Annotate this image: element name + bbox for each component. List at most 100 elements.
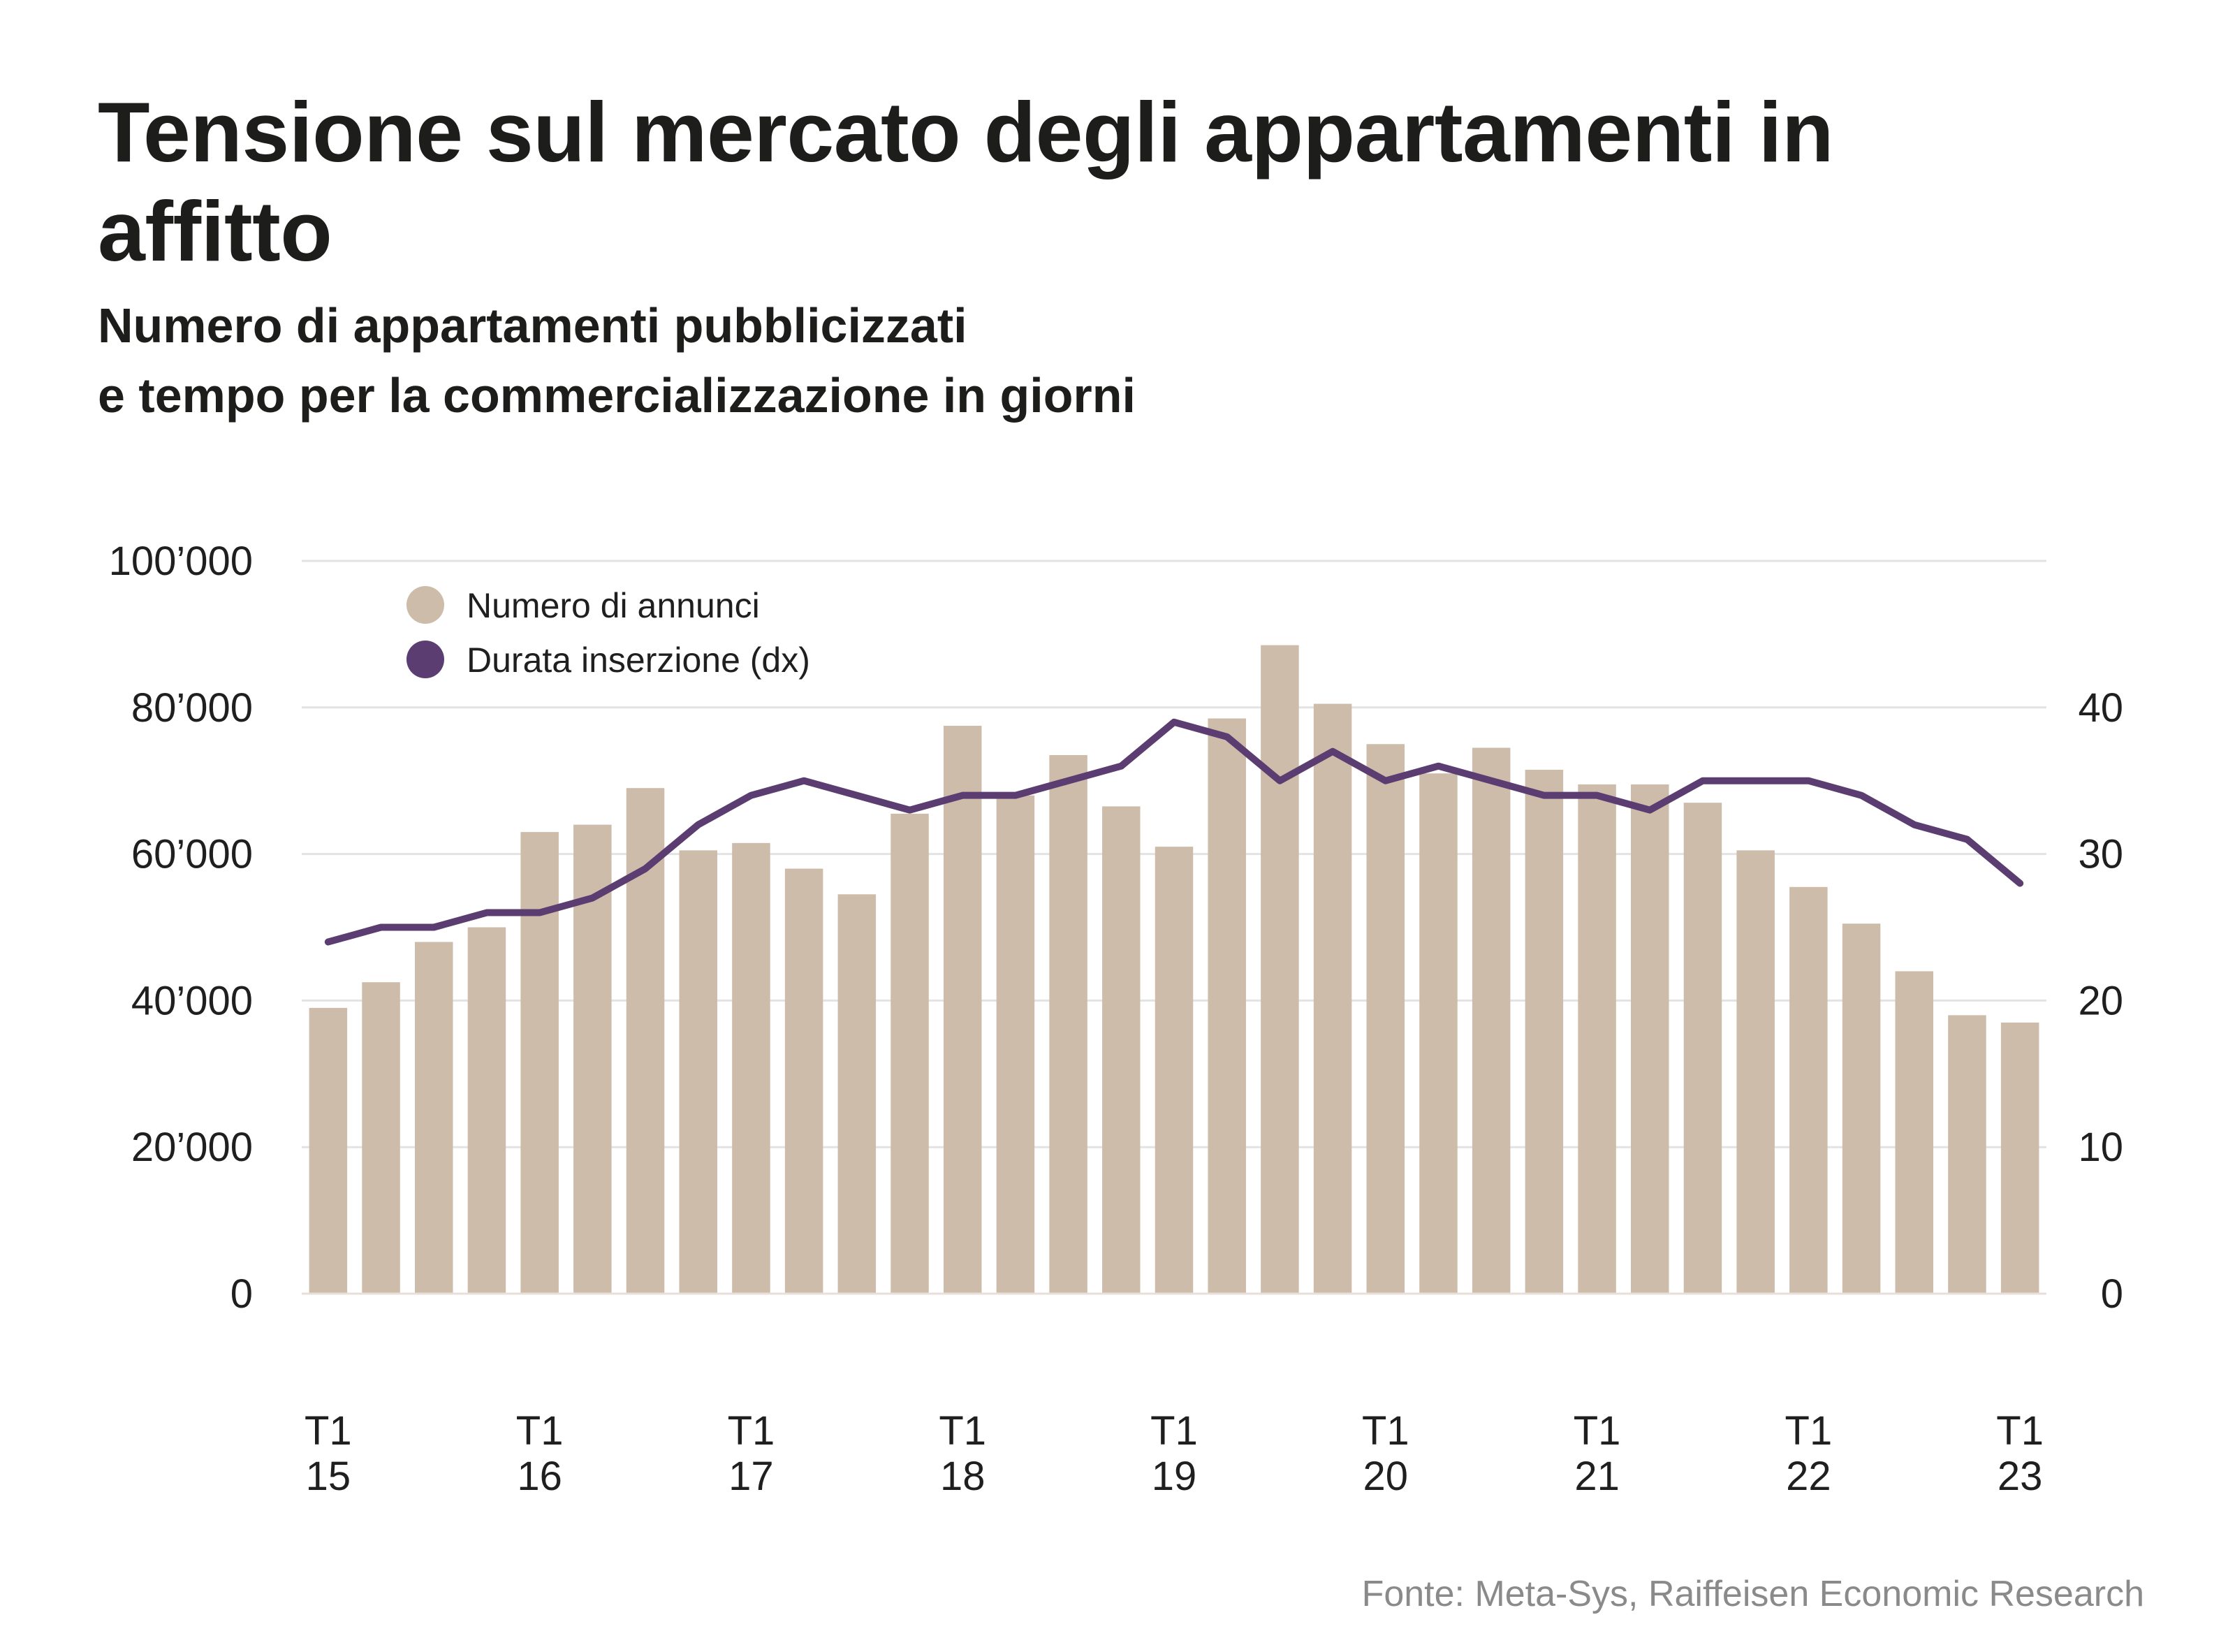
bar-0: [309, 1007, 348, 1294]
bar-series-numero-annunci: [309, 645, 2039, 1294]
legend-marker-durata-inserzione: [406, 641, 444, 678]
bar-12: [943, 726, 982, 1294]
x-tick-label-8-line2: 23: [1998, 1454, 2043, 1499]
right-tick-label-4: 40: [2078, 685, 2123, 731]
x-tick-label-7-line2: 22: [1786, 1454, 1831, 1499]
line-point-32: [2019, 883, 2021, 884]
x-tick-label-2-line2: 17: [728, 1454, 774, 1499]
bar-32: [2000, 1022, 2039, 1294]
x-tick-label-0-line2: 15: [306, 1454, 351, 1499]
x-tick-label-3-line1: T1: [939, 1408, 986, 1454]
x-tick-label-5-line1: T1: [1362, 1408, 1409, 1454]
chart-subtitle: Numero di appartamenti pubblicizzati e t…: [98, 291, 1914, 430]
bar-7: [679, 850, 717, 1294]
bar-6: [626, 788, 665, 1294]
line-point-13: [1015, 795, 1016, 796]
line-point-28: [1808, 780, 1809, 782]
bar-21: [1419, 773, 1458, 1294]
bar-26: [1683, 803, 1722, 1294]
x-tick-label-6: T1 21: [1574, 1408, 1621, 1499]
bar-16: [1155, 847, 1194, 1294]
line-point-12: [962, 795, 963, 796]
line-point-29: [1861, 795, 1862, 796]
x-tick-label-7-line1: T1: [1785, 1408, 1833, 1454]
left-tick-label-5: 100’000: [109, 539, 253, 584]
x-tick-label-5: T1 20: [1362, 1408, 1409, 1499]
x-tick-label-2-line1: T1: [728, 1408, 775, 1454]
x-tick-label-3: T1 18: [939, 1408, 986, 1499]
bar-17: [1208, 718, 1246, 1294]
line-point-10: [856, 795, 858, 796]
bar-1: [362, 982, 400, 1294]
bar-18: [1261, 645, 1299, 1294]
right-tick-label-1: 10: [2078, 1125, 2123, 1170]
bar-15: [1102, 806, 1141, 1294]
line-point-3: [486, 912, 488, 914]
bar-19: [1313, 703, 1352, 1294]
x-tick-label-4: T1 19: [1150, 1408, 1198, 1499]
x-tick-label-7: T1 22: [1785, 1408, 1833, 1499]
x-tick-label-3-line2: 18: [940, 1454, 985, 1499]
x-tick-label-2: T1 17: [728, 1408, 775, 1499]
bar-9: [784, 868, 823, 1294]
line-point-27: [1755, 780, 1757, 782]
legend-label-numero-annunci: Numero di annunci: [467, 586, 760, 625]
bar-27: [1736, 850, 1775, 1294]
bar-23: [1525, 769, 1564, 1294]
left-tick-label-3: 60’000: [131, 832, 253, 877]
bar-20: [1366, 744, 1405, 1294]
bar-31: [1948, 1015, 1986, 1294]
legend: Numero di annunci Durata inserzione (dx): [406, 586, 810, 680]
line-point-9: [803, 780, 805, 782]
line-point-8: [750, 795, 752, 796]
x-tick-label-4-line1: T1: [1150, 1408, 1198, 1454]
right-axis-ticks: 0 10 20 30 40: [2078, 685, 2123, 1317]
bar-8: [732, 842, 770, 1294]
bar-30: [1895, 971, 1934, 1294]
right-tick-label-0: 0: [2101, 1271, 2123, 1317]
left-tick-label-1: 20’000: [131, 1125, 253, 1170]
bar-29: [1842, 923, 1881, 1294]
left-tick-label-2: 40’000: [131, 978, 253, 1023]
line-point-17: [1226, 736, 1228, 738]
right-tick-label-2: 20: [2078, 978, 2123, 1023]
right-tick-label-3: 30: [2078, 832, 2123, 877]
line-point-4: [539, 912, 541, 914]
bar-25: [1631, 784, 1669, 1294]
left-tick-label-4: 80’000: [131, 685, 253, 731]
line-point-26: [1702, 780, 1703, 782]
left-tick-label-0: 0: [230, 1271, 253, 1317]
x-tick-label-1-line2: 16: [517, 1454, 562, 1499]
bar-2: [414, 942, 453, 1294]
subtitle-line-2: e tempo per la commercializzazione in gi…: [98, 368, 1136, 423]
bar-10: [837, 894, 877, 1294]
line-point-6: [645, 868, 646, 870]
bar-24: [1578, 784, 1616, 1294]
bar-3: [467, 927, 506, 1294]
line-series-durata-inserzione: [324, 718, 2024, 946]
x-tick-label-1: T1 16: [516, 1408, 564, 1499]
bar-11: [891, 813, 929, 1294]
x-tick-label-0: T1 15: [305, 1408, 352, 1499]
line-point-20: [1385, 780, 1386, 782]
x-tick-label-4-line2: 19: [1152, 1454, 1197, 1499]
left-axis-ticks: 0 20’000 40’000 60’000 80’000 100’000: [109, 539, 253, 1317]
x-tick-label-6-line2: 21: [1574, 1454, 1620, 1499]
bar-28: [1789, 886, 1828, 1294]
x-tick-label-5-line2: 20: [1363, 1454, 1409, 1499]
bar-4: [520, 832, 559, 1294]
bar-13: [996, 795, 1035, 1294]
bar-14: [1049, 754, 1087, 1294]
x-tick-label-1-line1: T1: [516, 1408, 564, 1454]
line-point-14: [1068, 780, 1069, 782]
bar-22: [1472, 747, 1511, 1294]
x-tick-label-8-line1: T1: [1996, 1408, 2044, 1454]
subtitle-line-1: Numero di appartamenti pubblicizzati: [98, 298, 967, 353]
x-tick-label-6-line1: T1: [1574, 1408, 1621, 1454]
source-note: Fonte: Meta-Sys, Raiffeisen Economic Res…: [1361, 1574, 2144, 1614]
legend-label-durata-inserzione: Durata inserzione (dx): [467, 641, 810, 680]
line-point-22: [1490, 780, 1492, 782]
chart-title: Tensione sul mercato degli appartamenti …: [98, 85, 1834, 279]
